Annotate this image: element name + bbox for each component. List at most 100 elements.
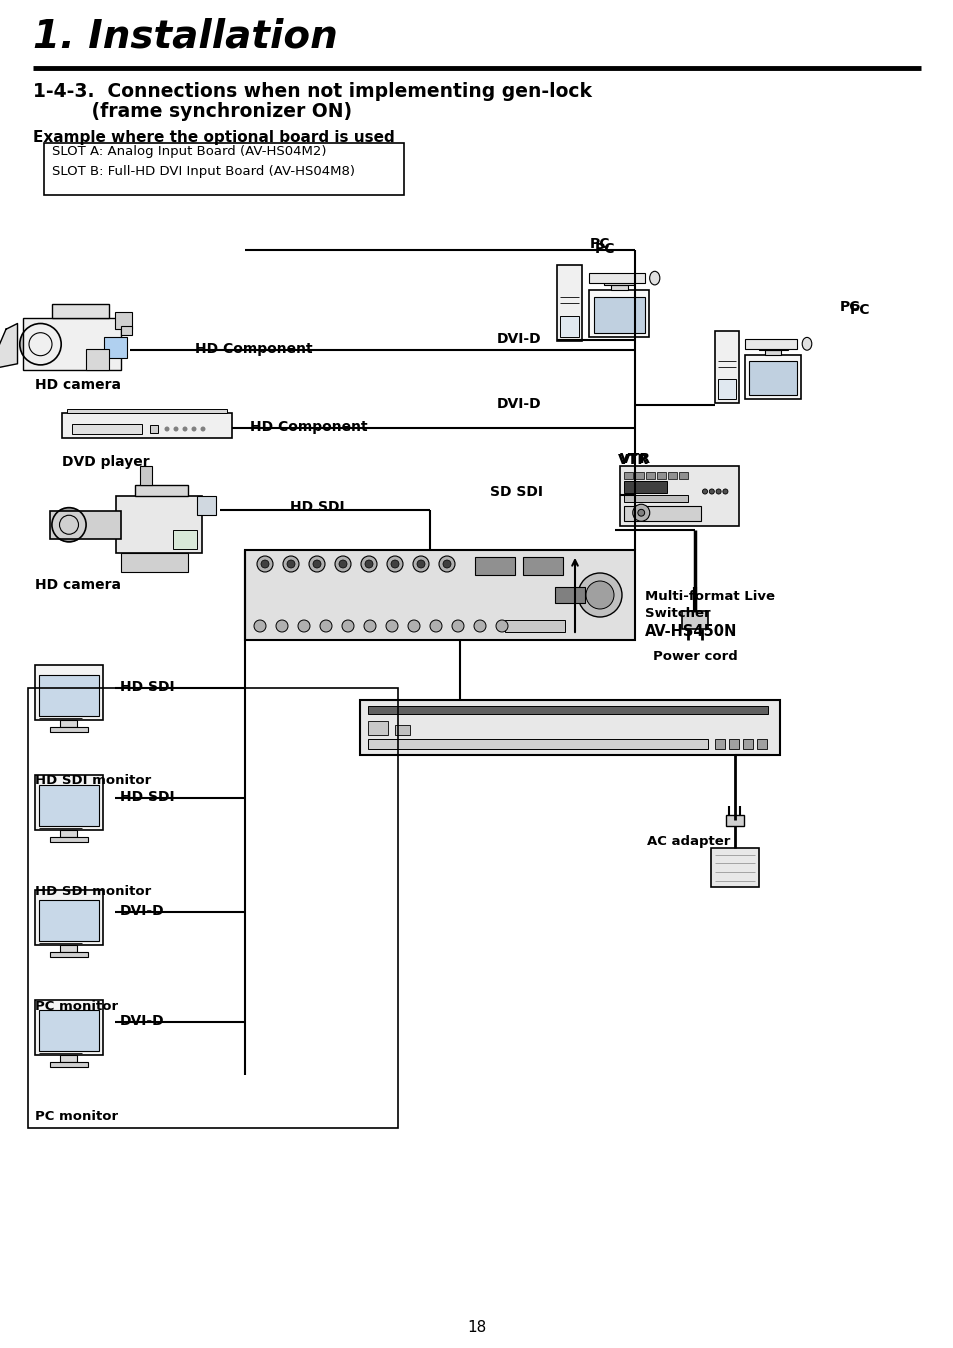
- Polygon shape: [0, 324, 17, 369]
- Circle shape: [309, 555, 325, 572]
- Bar: [35, 1000, 103, 1055]
- Circle shape: [164, 426, 170, 431]
- Text: HD SDI: HD SDI: [120, 679, 174, 694]
- Circle shape: [335, 555, 351, 572]
- Text: Power cord: Power cord: [652, 650, 737, 663]
- Text: SD SDI: SD SDI: [490, 485, 542, 499]
- Text: VTR: VTR: [618, 453, 648, 466]
- Bar: [60, 945, 77, 952]
- Text: HD camera: HD camera: [35, 377, 121, 392]
- Ellipse shape: [801, 337, 811, 350]
- Text: HD Component: HD Component: [250, 421, 367, 434]
- Circle shape: [442, 559, 451, 568]
- Bar: [504, 620, 564, 632]
- Bar: [623, 495, 687, 501]
- Circle shape: [452, 620, 463, 632]
- Bar: [62, 412, 232, 438]
- Bar: [718, 379, 735, 399]
- Circle shape: [496, 620, 507, 632]
- Circle shape: [297, 620, 310, 632]
- Text: DVI-D: DVI-D: [497, 332, 541, 346]
- Text: HD SDI: HD SDI: [290, 500, 344, 514]
- Bar: [681, 611, 707, 628]
- Text: 1-4-3.  Connections when not implementing gen-lock: 1-4-3. Connections when not implementing…: [33, 82, 592, 101]
- Bar: [744, 355, 801, 399]
- Circle shape: [365, 559, 373, 568]
- Bar: [150, 425, 158, 433]
- Bar: [395, 725, 410, 735]
- Bar: [610, 284, 627, 290]
- Circle shape: [701, 489, 707, 495]
- Bar: [589, 290, 648, 337]
- Circle shape: [20, 324, 61, 365]
- Bar: [115, 311, 132, 329]
- Circle shape: [638, 510, 644, 516]
- Circle shape: [51, 508, 86, 542]
- Circle shape: [313, 559, 320, 568]
- Text: PC monitor: PC monitor: [35, 1109, 118, 1123]
- Bar: [368, 721, 388, 735]
- Bar: [603, 280, 634, 284]
- Bar: [557, 264, 582, 341]
- Bar: [668, 472, 677, 479]
- Bar: [50, 511, 121, 539]
- Bar: [593, 297, 644, 333]
- Circle shape: [256, 555, 273, 572]
- Bar: [368, 739, 707, 749]
- Bar: [104, 337, 127, 359]
- Bar: [589, 274, 644, 283]
- Circle shape: [413, 555, 429, 572]
- Bar: [35, 890, 103, 945]
- Bar: [559, 315, 578, 337]
- Bar: [135, 485, 188, 496]
- Text: HD SDI monitor: HD SDI monitor: [35, 886, 152, 898]
- Bar: [725, 816, 743, 826]
- Text: HD SDI: HD SDI: [120, 790, 174, 803]
- Circle shape: [430, 620, 441, 632]
- Bar: [51, 952, 88, 957]
- Bar: [44, 143, 403, 195]
- Circle shape: [287, 559, 294, 568]
- Circle shape: [275, 620, 288, 632]
- Bar: [728, 739, 739, 749]
- Circle shape: [364, 620, 375, 632]
- Text: DVI-D: DVI-D: [120, 905, 165, 918]
- Circle shape: [173, 426, 178, 431]
- Text: AC adapter: AC adapter: [646, 834, 729, 848]
- Circle shape: [474, 620, 485, 632]
- Text: DVI-D: DVI-D: [120, 1014, 165, 1029]
- Bar: [749, 361, 797, 395]
- Circle shape: [253, 620, 266, 632]
- Text: Switcher: Switcher: [644, 607, 710, 620]
- Bar: [87, 349, 110, 369]
- Bar: [359, 700, 780, 755]
- Bar: [23, 318, 121, 369]
- Bar: [623, 481, 666, 493]
- Bar: [710, 848, 759, 887]
- Bar: [619, 466, 739, 526]
- Circle shape: [722, 489, 727, 495]
- Bar: [759, 346, 787, 350]
- Text: Example where the optional board is used: Example where the optional board is used: [33, 129, 395, 146]
- Bar: [116, 496, 202, 553]
- Text: (frame synchronizer ON): (frame synchronizer ON): [33, 102, 352, 121]
- Bar: [368, 706, 767, 714]
- Circle shape: [261, 559, 269, 568]
- Text: PC: PC: [594, 243, 615, 256]
- Circle shape: [182, 426, 188, 431]
- Bar: [39, 900, 99, 941]
- Bar: [744, 338, 797, 349]
- Circle shape: [578, 573, 621, 617]
- Text: HD SDI monitor: HD SDI monitor: [35, 774, 152, 787]
- Bar: [39, 675, 99, 716]
- Bar: [60, 1055, 77, 1062]
- Bar: [475, 557, 515, 576]
- Circle shape: [391, 559, 398, 568]
- Circle shape: [416, 559, 424, 568]
- Bar: [28, 687, 397, 1128]
- Text: PC monitor: PC monitor: [35, 1000, 118, 1012]
- Bar: [764, 350, 781, 355]
- Circle shape: [283, 555, 298, 572]
- Bar: [646, 472, 654, 479]
- Circle shape: [585, 581, 614, 609]
